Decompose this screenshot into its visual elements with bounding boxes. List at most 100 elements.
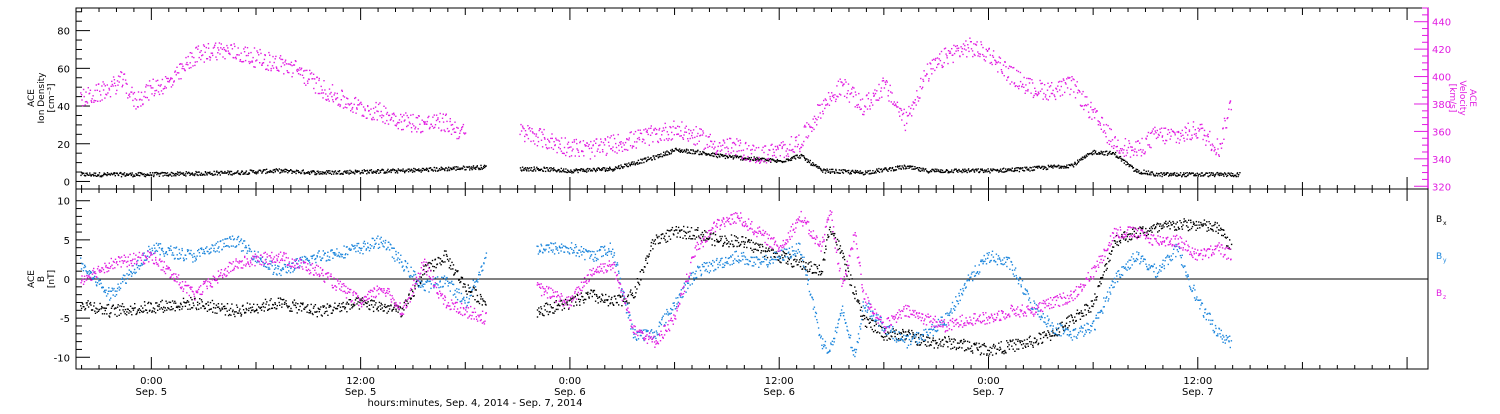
data-point bbox=[352, 107, 353, 108]
data-point bbox=[855, 170, 856, 171]
data-point bbox=[296, 170, 297, 171]
data-point bbox=[108, 88, 109, 89]
data-point bbox=[209, 173, 210, 174]
data-point bbox=[200, 59, 201, 60]
data-point bbox=[1027, 90, 1028, 91]
data-point bbox=[422, 274, 423, 275]
data-point bbox=[1106, 270, 1107, 271]
data-point bbox=[815, 118, 816, 119]
data-point bbox=[419, 116, 420, 117]
data-point bbox=[279, 168, 280, 169]
data-point bbox=[1025, 84, 1026, 85]
data-point bbox=[1030, 93, 1031, 94]
data-point bbox=[939, 343, 940, 344]
data-point bbox=[1043, 166, 1044, 167]
data-point bbox=[272, 308, 273, 309]
data-point bbox=[235, 57, 236, 58]
data-point bbox=[420, 169, 421, 170]
velocity-tick-label: 360 bbox=[1432, 127, 1451, 138]
data-point bbox=[788, 156, 789, 157]
data-point bbox=[1185, 220, 1186, 221]
data-point bbox=[903, 332, 904, 333]
data-point bbox=[100, 100, 101, 101]
data-point bbox=[216, 313, 217, 314]
data-point bbox=[912, 166, 913, 167]
data-point bbox=[167, 172, 168, 173]
data-point bbox=[200, 175, 201, 176]
data-point bbox=[232, 310, 233, 311]
data-point bbox=[113, 305, 114, 306]
data-point bbox=[789, 144, 790, 145]
data-point bbox=[989, 48, 990, 49]
data-point bbox=[942, 346, 943, 347]
data-point bbox=[884, 336, 885, 337]
data-point bbox=[321, 86, 322, 87]
data-point bbox=[410, 170, 411, 171]
legend-label-Bz-subscript: z bbox=[1443, 294, 1446, 301]
data-point bbox=[897, 334, 898, 335]
data-point bbox=[247, 47, 248, 48]
data-point bbox=[1179, 139, 1180, 140]
velocity-tick-label: 440 bbox=[1432, 18, 1451, 29]
data-point bbox=[185, 70, 186, 71]
data-point bbox=[1232, 175, 1233, 176]
data-point bbox=[89, 303, 90, 304]
data-point bbox=[1086, 105, 1087, 106]
data-point bbox=[1182, 130, 1183, 131]
data-point bbox=[1082, 157, 1083, 158]
data-point bbox=[663, 238, 664, 239]
data-point bbox=[453, 128, 454, 129]
data-point bbox=[1103, 124, 1104, 125]
data-point bbox=[1080, 319, 1081, 320]
data-point bbox=[117, 80, 118, 81]
data-point bbox=[830, 171, 831, 172]
data-point bbox=[1142, 173, 1143, 174]
data-point bbox=[321, 171, 322, 172]
data-point bbox=[199, 171, 200, 172]
data-point bbox=[627, 139, 628, 140]
data-point bbox=[591, 152, 592, 153]
data-point bbox=[606, 155, 607, 156]
data-point bbox=[679, 231, 680, 232]
data-point bbox=[942, 170, 943, 171]
data-point bbox=[692, 132, 693, 133]
data-point bbox=[616, 152, 617, 153]
data-point bbox=[727, 148, 728, 149]
data-point bbox=[897, 166, 898, 167]
data-point bbox=[1226, 127, 1227, 128]
data-point bbox=[1023, 87, 1024, 88]
data-point bbox=[465, 286, 466, 287]
velocity-tick-label: 420 bbox=[1432, 45, 1451, 56]
data-point bbox=[1074, 316, 1075, 317]
data-point bbox=[970, 170, 971, 171]
data-point bbox=[762, 147, 763, 148]
data-point bbox=[790, 160, 791, 161]
data-point bbox=[681, 121, 682, 122]
data-point bbox=[219, 308, 220, 309]
data-point bbox=[1009, 349, 1010, 350]
data-point bbox=[440, 264, 441, 265]
data-point bbox=[1046, 98, 1047, 99]
data-point bbox=[849, 279, 850, 280]
data-point bbox=[1175, 223, 1176, 224]
data-point bbox=[319, 78, 320, 79]
data-point bbox=[262, 304, 263, 305]
data-point bbox=[284, 64, 285, 65]
data-point bbox=[1162, 228, 1163, 229]
data-point bbox=[774, 257, 775, 258]
legend-label-Bx: B bbox=[1436, 215, 1442, 225]
velocity-axis-title-line: Velocity bbox=[1457, 80, 1467, 116]
data-point bbox=[834, 173, 835, 174]
density-tick-label: 60 bbox=[57, 64, 70, 75]
data-point bbox=[701, 154, 702, 155]
data-point bbox=[324, 89, 325, 90]
data-point bbox=[731, 240, 732, 241]
data-point bbox=[967, 341, 968, 342]
data-point bbox=[658, 129, 659, 130]
data-point bbox=[441, 130, 442, 131]
data-point bbox=[451, 134, 452, 135]
data-point bbox=[710, 134, 711, 135]
data-point bbox=[882, 170, 883, 171]
data-point bbox=[568, 142, 569, 143]
